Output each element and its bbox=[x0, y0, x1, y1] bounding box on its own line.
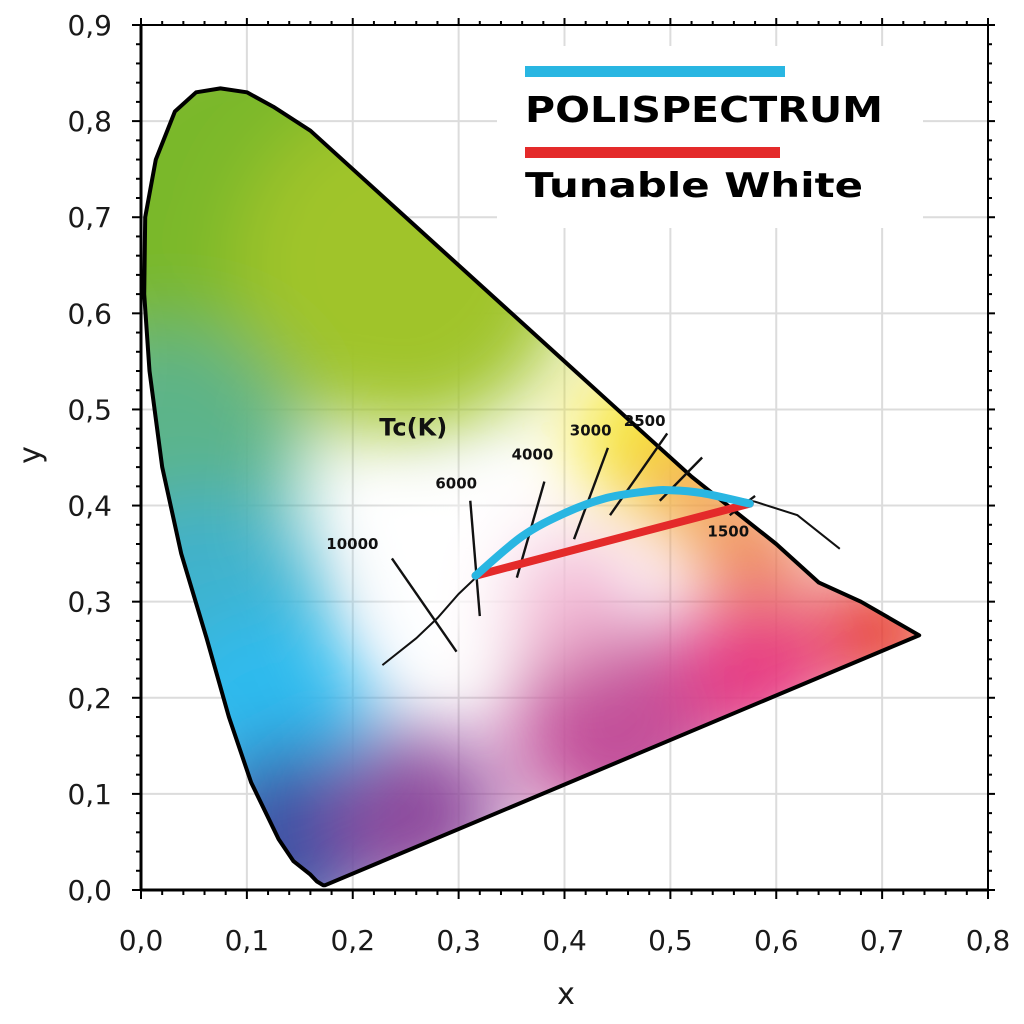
y-axis-label: y bbox=[13, 446, 48, 464]
legend: POLISPECTRUM Tunable White bbox=[497, 46, 923, 228]
x-axis-label: x bbox=[557, 977, 575, 1012]
legend-label-polispectrum: POLISPECTRUM bbox=[525, 90, 883, 131]
x-tick-label: 0,8 bbox=[966, 924, 1011, 957]
isotherm-label: 3000 bbox=[570, 421, 612, 439]
x-tick-label: 0,1 bbox=[225, 924, 270, 957]
isotherm-line bbox=[609, 432, 669, 516]
spectral-locus-outline bbox=[142, 86, 922, 888]
x-tick-label: 0,0 bbox=[119, 924, 164, 957]
x-tick-label: 0,7 bbox=[860, 924, 905, 957]
color-blob bbox=[500, 538, 629, 666]
y-tick-label: 0,8 bbox=[67, 105, 112, 138]
legend-swatch-tunable-white bbox=[525, 147, 780, 158]
axes bbox=[132, 18, 995, 899]
isotherm-line bbox=[390, 557, 458, 653]
isotherm-line bbox=[572, 447, 610, 540]
y-tick-label: 0,2 bbox=[67, 682, 112, 715]
legend-swatch-polispectrum bbox=[525, 66, 785, 77]
tc-label: Tc(K) bbox=[379, 413, 447, 441]
y-tick-label: 0,3 bbox=[67, 586, 112, 619]
legend-label-tunable-white: Tunable White bbox=[525, 166, 863, 206]
y-tick-label: 0,4 bbox=[67, 490, 112, 523]
y-tick-labels: 0,0 0,1 0,2 0,3 0,4 0,5 0,6 0,7 0,8 0,9 bbox=[67, 9, 112, 907]
isotherm-line bbox=[469, 500, 481, 617]
x-tick-labels: 0,0 0,1 0,2 0,3 0,4 0,5 0,6 0,7 0,8 bbox=[119, 924, 1011, 957]
x-tick-label: 0,6 bbox=[754, 924, 799, 957]
y-tick-label: 0,9 bbox=[67, 9, 112, 42]
series-polispectrum bbox=[471, 486, 754, 580]
isotherms: 10000 6000 4000 3000 2500 1500 bbox=[326, 412, 756, 653]
x-tick-label: 0,2 bbox=[330, 924, 375, 957]
isotherm-label: 6000 bbox=[435, 474, 477, 492]
color-blob bbox=[395, 509, 523, 637]
series-tunable-white bbox=[471, 499, 754, 580]
y-tick-label: 0,7 bbox=[67, 201, 112, 234]
y-tick-label: 0,0 bbox=[67, 874, 112, 907]
series bbox=[471, 486, 754, 580]
isotherm-label: 2500 bbox=[624, 412, 666, 430]
x-tick-label: 0,4 bbox=[542, 924, 587, 957]
x-tick-label: 0,3 bbox=[436, 924, 481, 957]
y-tick-label: 0,1 bbox=[67, 778, 112, 811]
isotherm-label: 4000 bbox=[512, 445, 554, 463]
isotherm-label: 1500 bbox=[707, 522, 749, 540]
y-tick-label: 0,6 bbox=[67, 297, 112, 330]
isotherm-label: 10000 bbox=[326, 535, 378, 553]
x-tick-label: 0,5 bbox=[648, 924, 693, 957]
y-tick-label: 0,5 bbox=[67, 393, 112, 426]
